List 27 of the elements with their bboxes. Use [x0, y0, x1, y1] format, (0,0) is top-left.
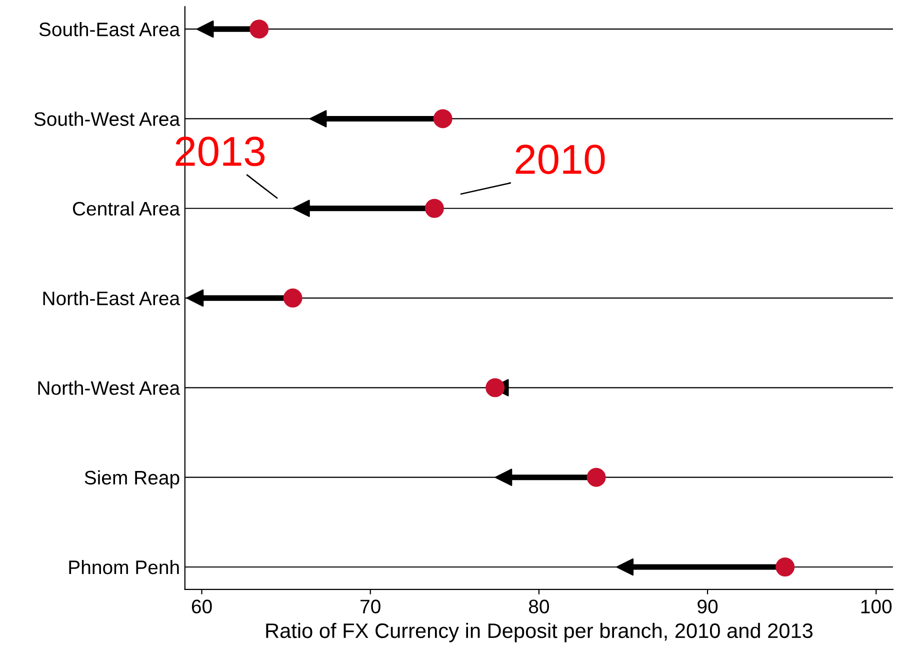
point: [186, 289, 204, 307]
y-tick-label: South-West Area: [34, 112, 180, 126]
annotation: 2010: [516, 144, 605, 174]
point: [486, 378, 505, 398]
y-tick-label: Central Area: [72, 201, 180, 216]
point: [196, 20, 214, 38]
point: [250, 20, 269, 39]
x-tick-label: 70: [360, 600, 380, 614]
x-tick-label: 60: [192, 600, 212, 614]
point: [616, 558, 634, 576]
y-tick-label: Phnom Penh: [69, 560, 179, 574]
point: [292, 200, 310, 217]
x-tick-label: 90: [698, 600, 718, 614]
x-axis-title: Ratio of FX Currency in Deposit per branch, 2010 and 2013: [266, 622, 813, 642]
x-tick-label: 100: [861, 600, 892, 614]
y-tick-label: Siem Reap: [84, 470, 180, 488]
point: [433, 109, 452, 128]
point: [776, 558, 795, 576]
point: [424, 198, 444, 218]
y-tick-label: North-West Area: [38, 380, 180, 395]
x-tick-label: 80: [528, 600, 549, 614]
point: [309, 110, 327, 128]
y-tick-label: North-East Area: [43, 290, 180, 306]
point: [283, 288, 302, 308]
y-tick-label: South-East Area: [39, 22, 180, 36]
point: [586, 468, 606, 487]
point: [494, 468, 512, 486]
